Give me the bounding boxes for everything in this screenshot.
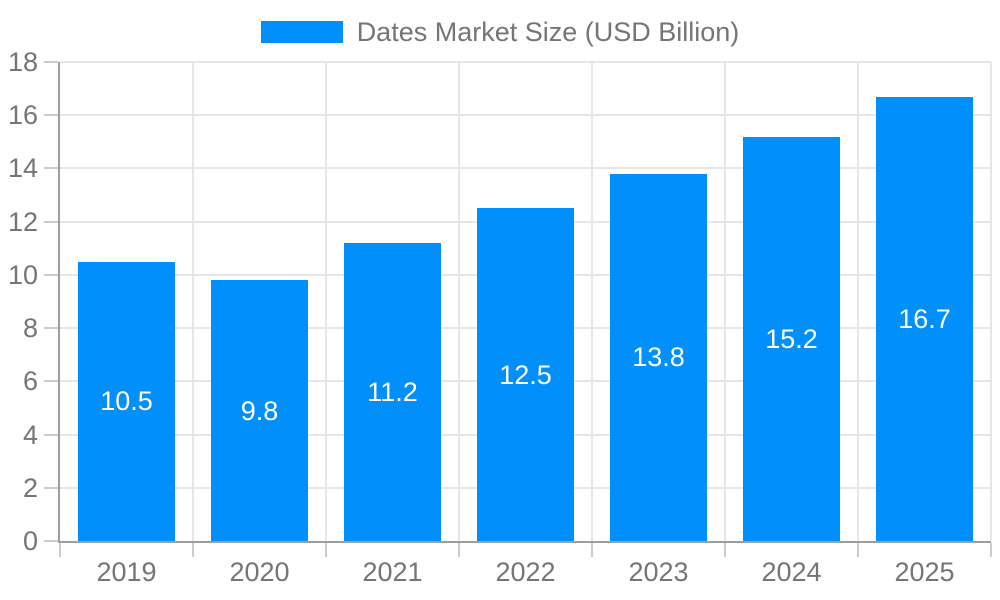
y-axis-tick: [44, 540, 58, 542]
bar-value-label: 11.2: [367, 376, 418, 407]
v-gridline: [458, 62, 460, 541]
bar-value-label: 13.8: [632, 342, 685, 373]
x-axis-line: [58, 541, 991, 543]
y-axis-tick-label: 0: [22, 526, 38, 556]
h-gridline: [60, 61, 991, 63]
x-axis-tick-label: 2025: [894, 557, 955, 587]
legend-label: Dates Market Size (USD Billion): [356, 17, 740, 47]
v-gridline: [857, 62, 859, 541]
bar: [477, 208, 574, 541]
y-axis-tick: [44, 380, 58, 383]
x-axis-tick: [59, 543, 61, 557]
bar-value-label: 12.5: [499, 359, 552, 390]
x-axis-tick: [591, 543, 593, 557]
v-gridline: [990, 62, 992, 541]
v-gridline: [325, 62, 327, 541]
bar: [876, 96, 973, 541]
x-axis-tick-label: 2019: [96, 557, 157, 587]
bar-value-label: 16.7: [898, 303, 951, 334]
y-axis-line: [58, 62, 60, 543]
bar-value-label: 15.2: [765, 323, 818, 354]
y-axis-tick: [44, 220, 58, 223]
y-axis-tick-label: 6: [22, 366, 38, 397]
y-axis-tick-label: 12: [7, 206, 38, 237]
h-gridline: [60, 114, 991, 117]
v-gridline: [192, 62, 194, 541]
y-axis-tick-label: 14: [7, 153, 38, 184]
bar: [610, 173, 707, 541]
x-axis-tick-label: 2023: [628, 557, 689, 587]
y-axis-tick: [44, 167, 58, 170]
v-gridline: [724, 62, 726, 541]
legend-swatch: [260, 21, 343, 43]
bar: [344, 242, 441, 541]
y-axis-tick-label: 18: [7, 47, 38, 77]
x-axis-tick: [724, 543, 726, 557]
y-axis-tick-label: 4: [22, 419, 38, 450]
x-axis-tick: [325, 543, 327, 557]
y-axis-tick-label: 10: [7, 259, 38, 290]
y-axis-tick: [44, 433, 58, 436]
x-axis-tick: [990, 543, 992, 557]
bar: [211, 280, 308, 541]
x-axis-tick-label: 2022: [495, 557, 556, 587]
x-axis-tick: [192, 543, 194, 557]
x-axis-tick: [857, 543, 859, 557]
v-gridline: [591, 62, 593, 541]
y-axis-tick: [44, 486, 58, 489]
y-axis-tick-label: 16: [7, 100, 38, 131]
y-axis-tick-label: 8: [22, 313, 38, 344]
bar: [78, 261, 175, 541]
legend: Dates Market Size (USD Billion): [0, 17, 1000, 47]
x-axis-tick-label: 2024: [761, 557, 822, 587]
bar-value-label: 10.5: [100, 386, 153, 417]
x-axis-tick-label: 2020: [229, 557, 290, 587]
x-axis-tick-label: 2021: [362, 557, 423, 587]
y-axis-tick: [44, 327, 58, 330]
x-axis-tick: [458, 543, 460, 557]
bar-value-label: 9.8: [240, 395, 279, 426]
h-gridline: [60, 167, 991, 170]
y-axis-tick: [44, 114, 58, 117]
bar: [743, 136, 840, 541]
y-axis-tick: [44, 273, 58, 276]
y-axis-tick-label: 2: [22, 472, 38, 503]
y-axis-tick: [44, 61, 58, 63]
